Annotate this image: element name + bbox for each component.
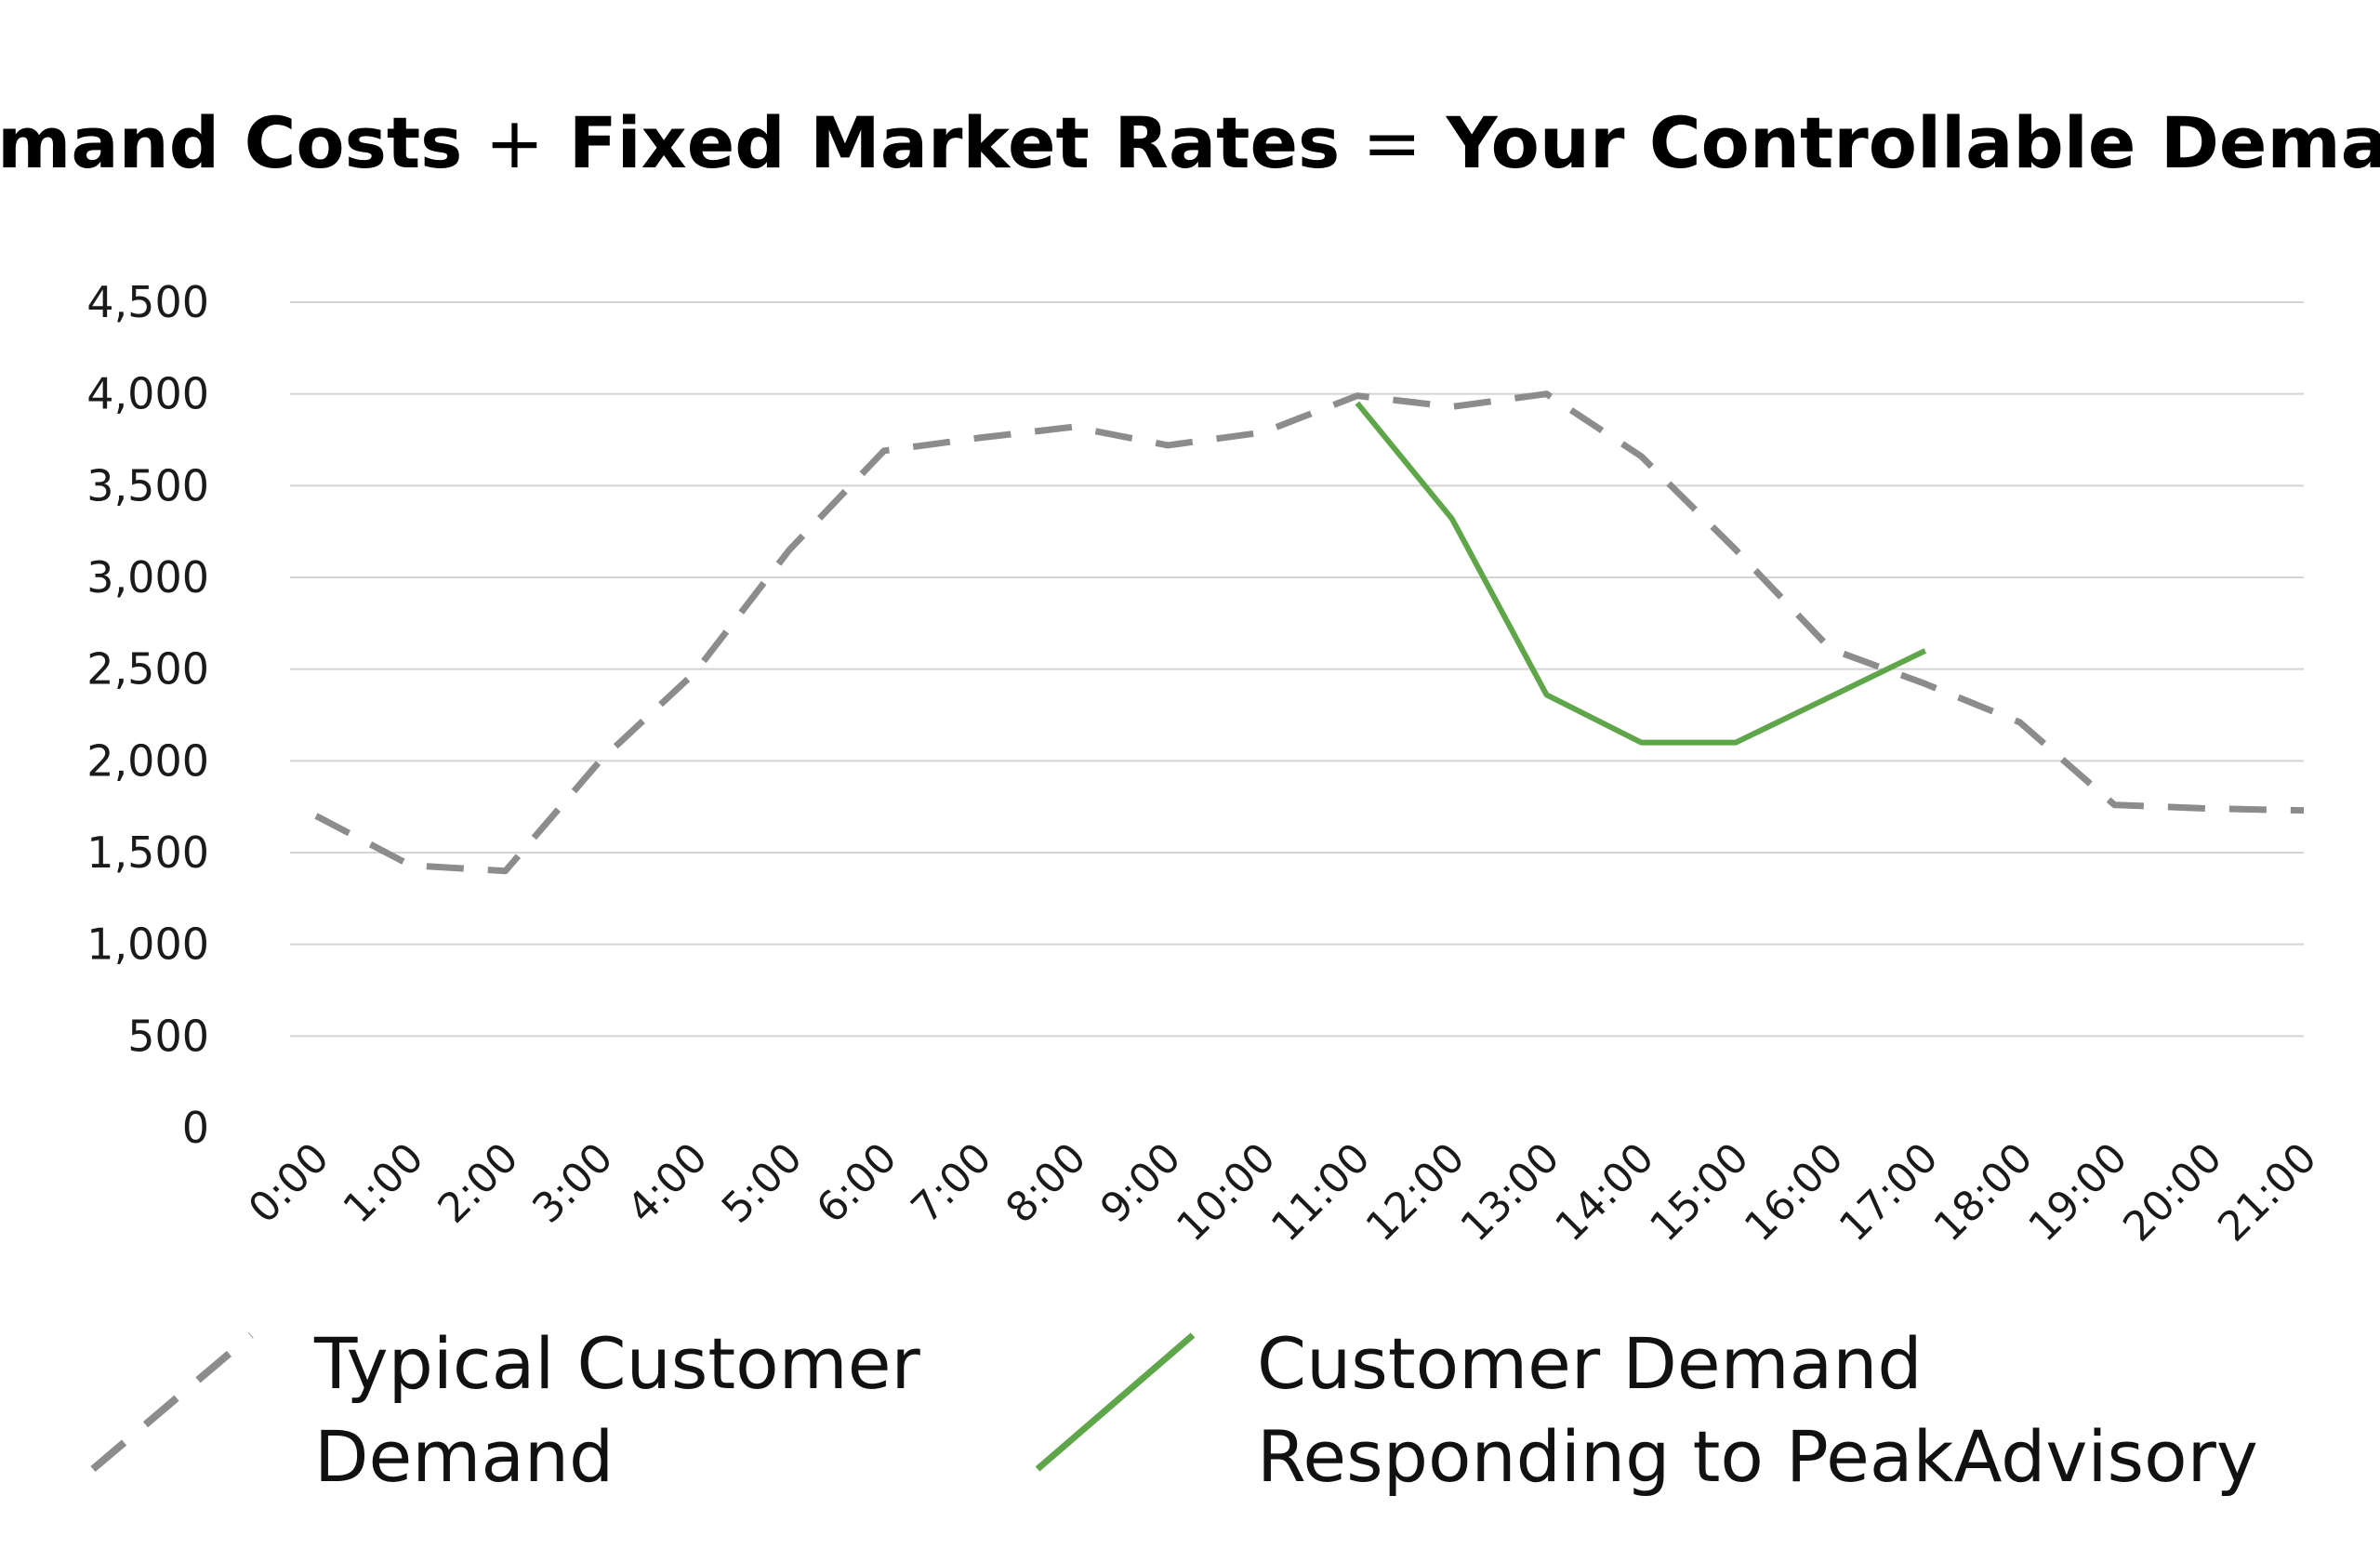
series-line-typical-demand [314, 390, 2305, 875]
x-tick-label: 14:00 [1546, 1134, 1663, 1251]
x-tick-label: 13:00 [1452, 1134, 1569, 1251]
chart-title: Demand Costs + Fixed Market Rates = Your… [0, 101, 2380, 184]
legend-label: Customer Demand [1257, 1322, 1923, 1405]
legend-swatch [1035, 1332, 1196, 1472]
x-tick-label: 17:00 [1831, 1134, 1948, 1251]
y-tick-label: 500 [127, 1011, 209, 1061]
y-tick-label: 4,000 [86, 369, 209, 419]
legend-label: Responding to PeakAdvisory [1257, 1415, 2258, 1498]
y-axis-tick-labels: 0 500 1,000 1,500 2,000 2,500 3,000 3,500 4,000 4… [86, 277, 209, 1153]
y-tick-label: 0 [182, 1103, 209, 1153]
x-axis-tick-labels: 0:001:002:003:004:005:006:007:008:009:00… [240, 1134, 2326, 1251]
y-tick-label: 1,500 [86, 827, 209, 878]
x-tick-label: 8:00 [997, 1134, 1095, 1233]
title-text-part: Demand Costs [0, 101, 462, 184]
x-tick-label: 12:00 [1357, 1134, 1474, 1251]
y-tick-label: 3,500 [86, 460, 209, 510]
legend-label: Typical Customer [313, 1322, 920, 1405]
title-operator: + [462, 101, 544, 184]
legend-label: Demand [314, 1415, 614, 1498]
x-tick-label: 19:00 [2019, 1134, 2136, 1251]
x-tick-label: 18:00 [1925, 1134, 2043, 1251]
y-tick-label: 4,500 [86, 277, 209, 327]
y-tick-label: 2,500 [86, 644, 209, 695]
x-tick-label: 10:00 [1168, 1134, 1285, 1251]
legend-item: Customer Demand Responding to PeakAdvisor… [1035, 1322, 2258, 1498]
y-tick-label: 1,000 [86, 920, 209, 970]
x-tick-label: 1:00 [335, 1134, 433, 1233]
title-text-part: Your Controllable Demand [1421, 101, 2380, 184]
series-lines [314, 390, 2305, 875]
x-tick-label: 5:00 [713, 1134, 812, 1233]
x-tick-label: 11:00 [1263, 1134, 1380, 1251]
x-tick-label: 15:00 [1641, 1134, 1758, 1251]
grid-lines [290, 301, 2304, 1038]
x-tick-label: 7:00 [903, 1134, 1001, 1233]
series-line-responding-demand [1355, 401, 1927, 746]
x-tick-label: 2:00 [429, 1134, 527, 1233]
legend-item: Typical Customer Demand [90, 1322, 920, 1498]
x-tick-label: 4:00 [618, 1134, 717, 1233]
legend-swatch [90, 1331, 254, 1473]
title-operator: = [1340, 101, 1421, 184]
x-tick-label: 3:00 [523, 1134, 622, 1233]
x-tick-label: 16:00 [1736, 1134, 1853, 1251]
y-tick-label: 3,000 [86, 552, 209, 602]
title-text-part: Fixed Market Rates [544, 101, 1340, 184]
x-tick-label: 20:00 [2114, 1134, 2231, 1251]
y-tick-label: 2,000 [86, 735, 209, 786]
legend: Typical Customer Demand Customer Demand Res… [90, 1322, 2258, 1498]
x-tick-label: 6:00 [808, 1134, 906, 1233]
x-tick-label: 0:00 [240, 1134, 338, 1233]
x-tick-label: 21:00 [2209, 1134, 2326, 1251]
